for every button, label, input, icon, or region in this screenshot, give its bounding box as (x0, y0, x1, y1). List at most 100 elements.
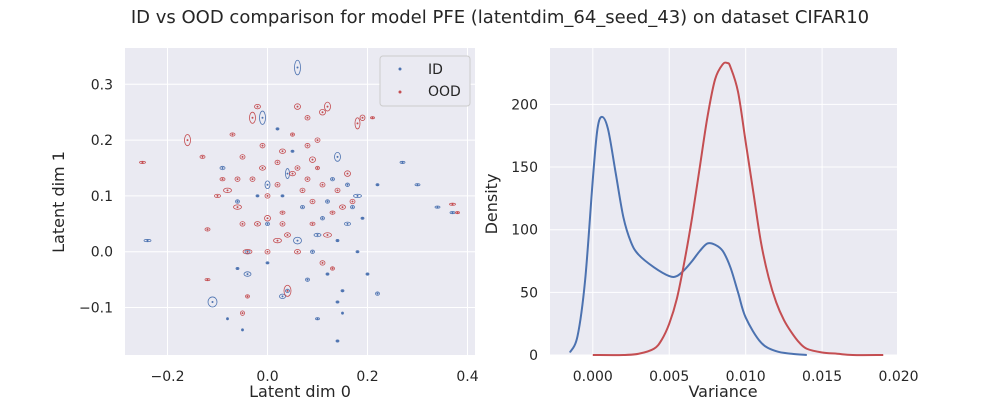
legend-label-id: ID (428, 62, 443, 78)
scatter-point-id (146, 239, 149, 242)
scatter-point-ood (266, 250, 269, 253)
scatter-ellipse-ood (294, 249, 301, 255)
scatter-point-id (211, 300, 214, 303)
scatter-ellipse-id (293, 236, 302, 245)
y-tick-label: −0.1 (79, 301, 113, 317)
scatter-ellipse-ood (240, 310, 245, 316)
scatter-ellipse-ood (184, 134, 191, 147)
scatter-point-ood (266, 217, 269, 220)
legend-marker-id (398, 67, 402, 71)
density-lines (568, 61, 884, 357)
scatter-point-id (336, 239, 339, 242)
scatter-point-ood (241, 312, 244, 315)
scatter-point-ood (331, 211, 334, 214)
scatter-ellipse-id (279, 293, 286, 300)
scatter-ellipse-ood (245, 294, 250, 299)
scatter-marks (139, 59, 460, 343)
scatter-point-ood (311, 200, 314, 203)
density-grid (550, 48, 900, 356)
scatter-point-ood (451, 203, 454, 206)
scatter-point-id (221, 167, 224, 170)
y-tick-label: 200 (511, 97, 538, 113)
scatter-point-id (326, 273, 329, 276)
scatter-ellipse-id (340, 289, 345, 293)
scatter-point-id (321, 217, 324, 220)
scatter-point-id (301, 206, 304, 209)
legend-marker-ood (398, 90, 402, 94)
density-line-id (568, 115, 807, 356)
legend-frame (379, 55, 471, 107)
scatter-ellipse-id (235, 199, 240, 204)
scatter-ellipse-ood (324, 101, 331, 112)
scatter-ellipse-ood (279, 221, 286, 227)
scatter-point-id (246, 273, 249, 276)
scatter-y-ticks: −0.1 0.0 0.1 0.2 0.3 (79, 77, 113, 316)
scatter-ellipse-id (449, 211, 456, 215)
scatter-ellipse-id (353, 193, 362, 198)
scatter-ellipse-id (325, 272, 330, 276)
y-tick-label: 0.3 (91, 77, 113, 93)
scatter-ellipse-ood (199, 154, 206, 159)
scatter-point-id (361, 217, 364, 220)
scatter-point-ood (316, 167, 319, 170)
scatter-point-id (316, 233, 319, 236)
scatter-point-ood (236, 178, 239, 181)
scatter-ellipse-ood (319, 109, 326, 116)
scatter-ellipse-ood (219, 177, 226, 182)
y-tick-label: 0 (529, 348, 538, 364)
scatter-point-ood (221, 178, 224, 181)
scatter-ellipse-ood (339, 204, 346, 210)
y-tick-label: 50 (520, 285, 538, 301)
scatter-point-id (351, 206, 354, 209)
scatter-ellipse-id (330, 177, 335, 182)
scatter-ellipse-id (294, 59, 301, 76)
scatter-point-id (291, 150, 294, 153)
scatter-ellipse-ood (315, 165, 320, 171)
scatter-ellipse-ood (329, 210, 336, 215)
scatter-point-id (356, 250, 359, 253)
scatter-ellipse-ood (299, 187, 306, 193)
scatter-ellipse-ood (254, 103, 261, 110)
scatter-ellipse-id (360, 216, 365, 220)
scatter-ellipse-ood (284, 232, 291, 238)
scatter-point-id (286, 172, 289, 175)
scatter-point-ood (256, 105, 259, 108)
figure-title: ID vs OOD comparison for model PFE (late… (131, 7, 869, 28)
scatter-point-id (336, 340, 339, 343)
scatter-ellipse-id (320, 216, 325, 221)
scatter-ellipse-id (255, 194, 260, 198)
scatter-point-id (346, 222, 349, 225)
scatter-ellipse-ood (354, 117, 361, 130)
scatter-point-ood (141, 161, 144, 164)
scatter-point-ood (291, 172, 294, 175)
scatter-point-id (316, 317, 319, 320)
scatter-point-id (266, 222, 269, 225)
scatter-ellipse-ood (223, 187, 232, 193)
scatter-ellipse-id (143, 239, 152, 243)
scatter-point-ood (266, 194, 269, 197)
scatter-ellipse-id (265, 221, 270, 226)
scatter-ellipse-ood (314, 137, 321, 143)
scatter-ellipse-ood (279, 148, 286, 154)
scatter-ellipse-id (313, 232, 322, 238)
scatter-point-id (276, 127, 279, 130)
scatter-point-id (366, 273, 369, 276)
y-tick-label: 100 (511, 223, 538, 239)
scatter-ellipse-ood (264, 215, 271, 222)
scatter-point-id (226, 317, 229, 320)
scatter-ellipse-id (290, 149, 295, 153)
scatter-ellipse-ood (229, 132, 236, 137)
scatter-ellipse-ood (234, 176, 241, 182)
scatter-point-id (416, 183, 419, 186)
scatter-ellipse-id (235, 266, 240, 270)
scatter-point-ood (316, 139, 319, 142)
scatter-ellipse-id (375, 291, 380, 296)
scatter-y-axis-title: Latent dim 1 (49, 151, 68, 253)
scatter-ellipse-ood (259, 143, 266, 149)
scatter-point-id (261, 116, 264, 119)
scatter-point-id (341, 312, 344, 315)
scatter-point-id (346, 183, 349, 186)
scatter-point-id (266, 261, 269, 264)
scatter-ellipse-ood (323, 232, 332, 238)
scatter-point-ood (236, 206, 239, 209)
